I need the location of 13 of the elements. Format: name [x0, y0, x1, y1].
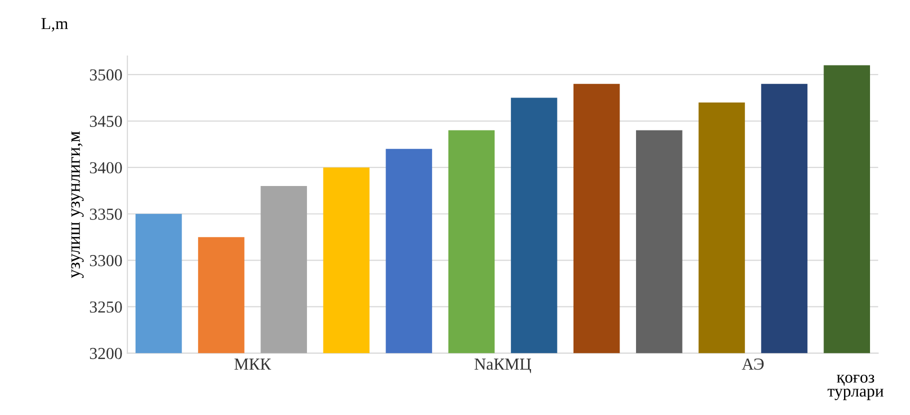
y-tick-label: 3300	[90, 255, 122, 266]
text: L,m	[41, 18, 68, 32]
y-tick-label: 3350	[90, 208, 122, 220]
y-tick-label: 3500	[90, 69, 122, 81]
y-axis-title: узулиш узунлиги,м	[71, 131, 84, 278]
y-tick-label: 3400	[90, 162, 122, 174]
x-tick-label: NaКМЦ	[474, 358, 532, 374]
x-tick-label: АЭ	[742, 358, 764, 370]
x-tick-label: МКК	[234, 358, 272, 370]
y-tick-label: 3250	[90, 301, 122, 313]
y-tick-label: 3200	[90, 348, 122, 360]
x-axis-title: қоғоз турлари	[828, 374, 884, 400]
y-tick-label: 3450	[90, 116, 122, 127]
